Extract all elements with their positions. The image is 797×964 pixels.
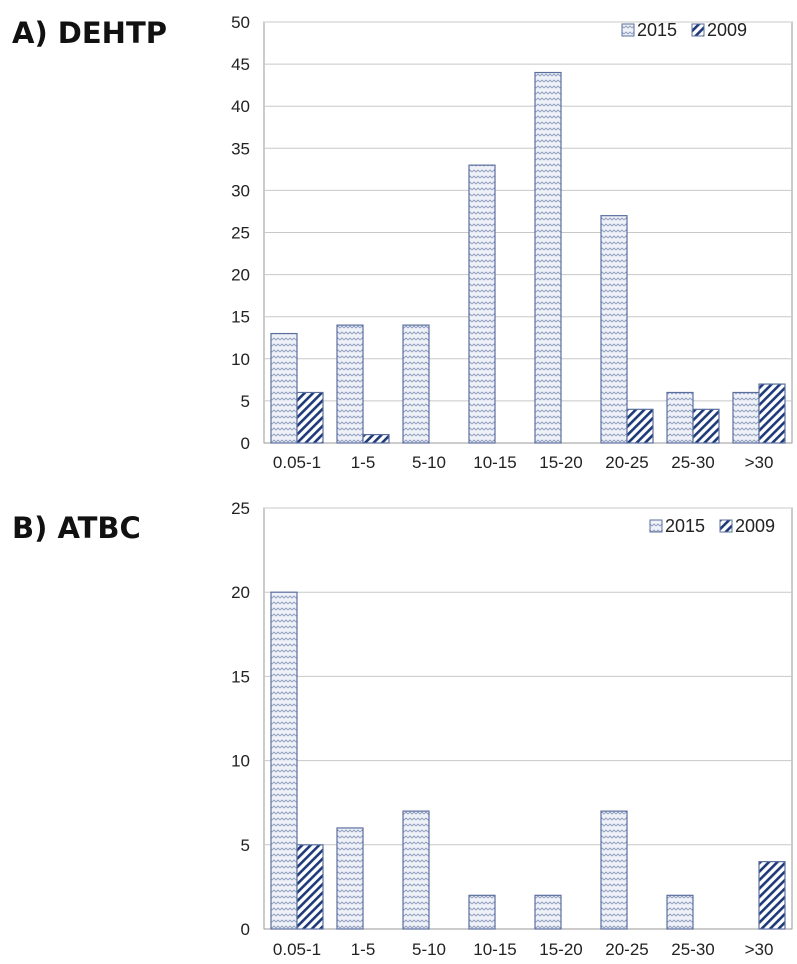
x-tick-label: 10-15 <box>473 940 516 959</box>
y-tick-label: 5 <box>241 392 250 411</box>
legend-swatch-2015 <box>649 519 663 533</box>
bar-2009-25-30 <box>692 408 720 444</box>
x-tick-label: 25-30 <box>671 453 714 472</box>
legend-swatch-2009 <box>719 519 733 533</box>
x-tick-label: 0.05-1 <box>273 453 321 472</box>
y-tick-label: 10 <box>231 752 250 771</box>
x-tick-label: 15-20 <box>539 453 582 472</box>
y-tick-label: 20 <box>231 266 250 285</box>
bar-2015-25-30 <box>666 894 694 930</box>
bar-2015-0.05-1 <box>270 332 298 444</box>
y-tick-label: 15 <box>231 667 250 686</box>
bar-2009-0.05-1 <box>296 844 324 930</box>
legend-swatch-2015 <box>621 23 635 37</box>
bar-2015-15-20 <box>534 894 562 930</box>
panel-title: B) ATBC <box>12 511 141 545</box>
bar-2015-10-15 <box>468 894 496 930</box>
chart-panel-a: A) DEHTP 0 5 10 15 20 25 30 35 40 45 50 0.05-1 1-5 5-1… <box>12 13 793 472</box>
legend-label-2009: 2009 <box>735 516 775 536</box>
x-tick-label: 20-25 <box>605 940 648 959</box>
y-tick-label: 25 <box>231 499 250 518</box>
bar-2015-1-5 <box>336 827 364 930</box>
bar-2015-1-5 <box>336 324 364 444</box>
y-tick-label: 0 <box>241 920 250 939</box>
bar-2009-1-5 <box>362 433 390 444</box>
bar-2009->30 <box>758 861 786 930</box>
bar-2015-0.05-1 <box>270 591 298 930</box>
legend-label-2009: 2009 <box>707 20 747 40</box>
x-tick-label: >30 <box>745 453 774 472</box>
x-tick-label: >30 <box>745 940 774 959</box>
bar-2015-20-25 <box>600 215 628 444</box>
bar-2015-5-10 <box>402 324 430 444</box>
y-tick-label: 10 <box>231 350 250 369</box>
y-tick-label: 50 <box>231 13 250 32</box>
legend-swatch-2009 <box>691 23 705 37</box>
legend-label-2015: 2015 <box>665 516 705 536</box>
panel-title: A) DEHTP <box>12 16 167 50</box>
bar-2015-10-15 <box>468 164 496 444</box>
x-tick-label: 10-15 <box>473 453 516 472</box>
bar-2009-0.05-1 <box>296 391 324 444</box>
x-tick-label: 1-5 <box>351 453 376 472</box>
y-tick-label: 15 <box>231 308 250 327</box>
x-tick-label: 5-10 <box>412 453 446 472</box>
bar-2009->30 <box>758 383 786 444</box>
bar-2015-5-10 <box>402 810 430 930</box>
bar-2015-15-20 <box>534 71 562 444</box>
bar-2015-25-30 <box>666 391 694 444</box>
y-tick-label: 0 <box>241 434 250 453</box>
y-tick-label: 30 <box>231 181 250 200</box>
y-tick-label: 5 <box>241 836 250 855</box>
x-tick-label: 5-10 <box>412 940 446 959</box>
bar-2015-20-25 <box>600 810 628 930</box>
y-tick-label: 45 <box>231 55 250 74</box>
x-tick-label: 0.05-1 <box>273 940 321 959</box>
y-tick-label: 40 <box>231 97 250 116</box>
x-tick-label: 15-20 <box>539 940 582 959</box>
bar-2009-20-25 <box>626 408 654 444</box>
x-tick-label: 20-25 <box>605 453 648 472</box>
legend-label-2015: 2015 <box>637 20 677 40</box>
y-tick-label: 20 <box>231 583 250 602</box>
y-tick-label: 25 <box>231 224 250 243</box>
y-tick-label: 35 <box>231 139 250 158</box>
x-tick-label: 1-5 <box>351 940 376 959</box>
bar-2015->30 <box>732 391 760 444</box>
x-tick-label: 25-30 <box>671 940 714 959</box>
chart-panel-b: B) ATBC 0 5 10 15 20 25 0.05-1 1-5 5-10 10-15 15-20… <box>12 499 793 959</box>
